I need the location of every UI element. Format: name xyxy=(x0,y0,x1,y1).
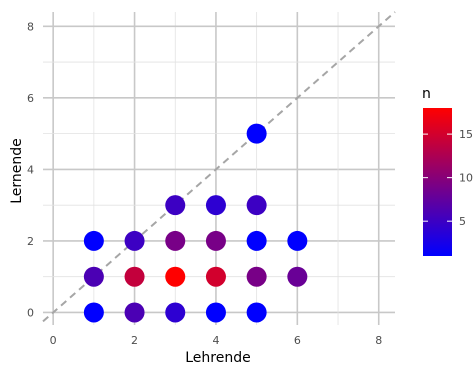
data-point-12 xyxy=(124,230,145,251)
data-point-13 xyxy=(165,230,186,251)
y-tick-label-1: 2 xyxy=(27,235,34,248)
data-point-5 xyxy=(83,266,104,287)
legend-title: n xyxy=(422,86,431,102)
data-point-3 xyxy=(205,302,226,323)
data-point-9 xyxy=(246,266,267,287)
y-axis-title: Lernende xyxy=(9,138,25,204)
legend-label-0: 5 xyxy=(459,215,466,228)
data-point-10 xyxy=(287,266,308,287)
legend-label-2: 15 xyxy=(459,128,473,141)
data-point-0 xyxy=(83,302,104,323)
x-tick-label-2: 4 xyxy=(212,334,219,347)
x-axis-title: Lehrende xyxy=(185,350,250,365)
data-point-2 xyxy=(165,302,186,323)
identity-reference-line xyxy=(42,11,396,323)
identity-line-group xyxy=(42,11,396,323)
data-point-7 xyxy=(165,266,186,287)
data-point-6 xyxy=(124,266,145,287)
color-legend: n 5 10 15 xyxy=(422,86,473,256)
y-tick-label-2: 4 xyxy=(27,163,34,176)
data-point-14 xyxy=(205,230,226,251)
data-point-19 xyxy=(246,195,267,216)
y-tick-label-4: 8 xyxy=(27,20,34,33)
axis-ticks: 0 2 4 6 8 0 2 4 6 8 xyxy=(27,20,382,347)
x-tick-label-3: 6 xyxy=(294,334,301,347)
data-point-11 xyxy=(83,230,104,251)
data-points xyxy=(83,123,308,323)
x-tick-label-1: 2 xyxy=(131,334,138,347)
data-point-15 xyxy=(246,230,267,251)
data-point-20 xyxy=(246,123,267,144)
y-tick-label-0: 0 xyxy=(27,306,34,319)
x-tick-label-0: 0 xyxy=(50,334,57,347)
data-point-18 xyxy=(205,195,226,216)
legend-colorbar xyxy=(423,108,452,256)
data-point-8 xyxy=(205,266,226,287)
data-point-17 xyxy=(165,195,186,216)
data-point-16 xyxy=(287,230,308,251)
data-point-4 xyxy=(246,302,267,323)
data-point-1 xyxy=(124,302,145,323)
y-tick-label-3: 6 xyxy=(27,92,34,105)
legend-label-1: 10 xyxy=(459,172,473,185)
x-tick-label-4: 8 xyxy=(375,334,382,347)
